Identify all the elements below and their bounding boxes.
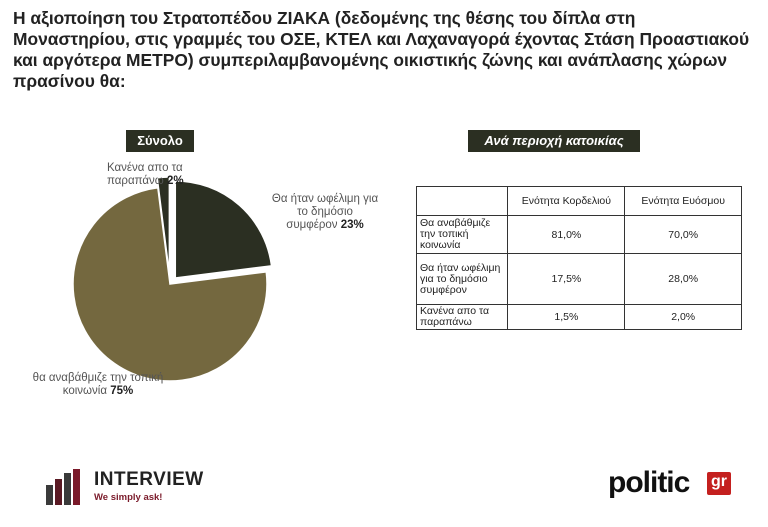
interview-bars-icon [46, 469, 80, 505]
table-cell: 70,0% [624, 215, 742, 254]
politic-word: politic [608, 466, 690, 499]
table-row: Θα αναβάθμιζε την τοπική κοινωνία 81,0% … [415, 215, 742, 254]
pie-slice-none [156, 176, 171, 275]
page-title: Η αξιοποίηση του Στρατοπέδου ΖΙΑΚΑ (δεδο… [13, 8, 750, 91]
interview-name: INTERVIEW [94, 469, 204, 490]
table-row: Θα ήταν ωφέλιμη για το δημόσιο συμφέρον … [415, 253, 742, 305]
politic-gr-badge: gr [707, 472, 731, 495]
interview-logo: INTERVIEW We simply ask! [44, 467, 214, 509]
interview-tagline: We simply ask! [94, 492, 163, 503]
pie-slice-public [174, 180, 273, 279]
pie-slice-upgrade [72, 186, 268, 382]
table-row-label: Θα ήταν ωφέλιμη για το δημόσιο συμφέρον [415, 253, 509, 305]
table-cell: 17,5% [507, 253, 626, 305]
table-corner [415, 186, 509, 216]
table-col-header: Ενότητα Ευόσμου [624, 186, 742, 216]
region-table: Ενότητα Κορδελιού Ενότητα Ευόσμου Θα ανα… [415, 186, 742, 330]
table-cell: 2,0% [624, 304, 742, 330]
table-header-row: Ενότητα Κορδελιού Ενότητα Ευόσμου [415, 186, 742, 216]
table-cell: 28,0% [624, 253, 742, 305]
table-cell: 81,0% [507, 215, 626, 254]
table-row-label: Κανένα απο τα παραπάνω [415, 304, 509, 330]
politic-logo: politic gr [608, 466, 743, 512]
table-cell: 1,5% [507, 304, 626, 330]
total-section-label: Σύνολο [126, 130, 194, 152]
table-row-label: Θα αναβάθμιζε την τοπική κοινωνία [415, 215, 509, 254]
pie-label-upgrade: θα αναβάθμιζε την τοπική κοινωνία 75% [32, 372, 164, 397]
table-row: Κανένα απο τα παραπάνω 1,5% 2,0% [415, 304, 742, 330]
region-section-label: Ανά περιοχή κατοικίας [468, 130, 640, 152]
pie-label-public: Θα ήταν ωφέλιμη για το δημόσιο συμφέρον … [271, 193, 379, 231]
table-col-header: Ενότητα Κορδελιού [507, 186, 626, 216]
pie-label-none: Κανένα απο τα παραπάνω 2% [107, 162, 184, 187]
